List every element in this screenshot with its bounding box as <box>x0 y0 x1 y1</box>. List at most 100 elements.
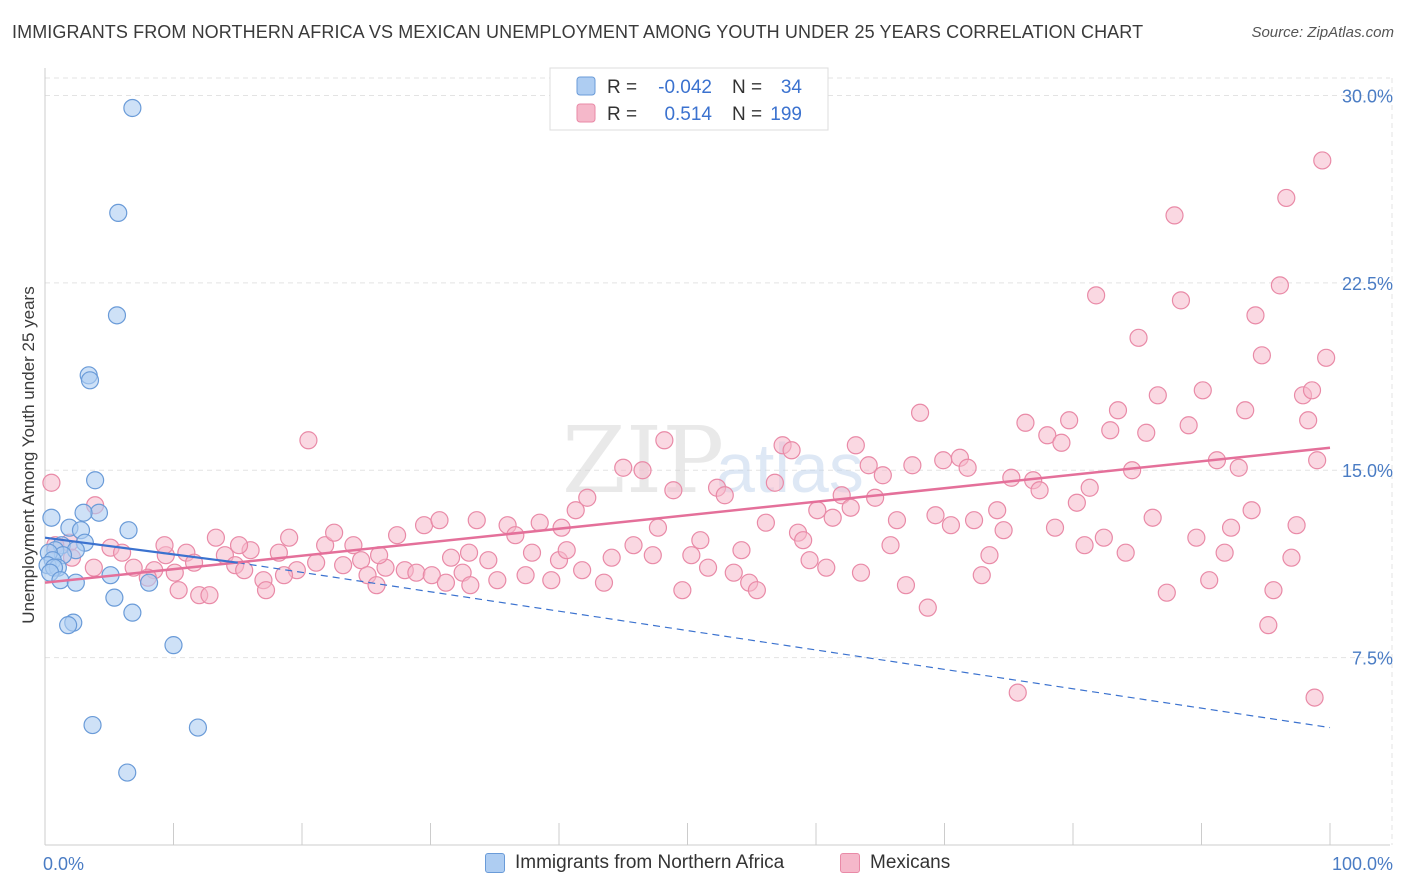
legend-swatch-immigrants <box>485 853 505 873</box>
point-mexicans <box>1229 458 1248 477</box>
point-immigrants <box>119 521 138 540</box>
point-mexicans <box>715 486 734 505</box>
point-mexicans <box>1246 306 1265 325</box>
x-tick-label: 100.0% <box>1332 854 1393 874</box>
point-mexicans <box>1030 481 1049 500</box>
point-mexicans <box>724 563 743 582</box>
point-immigrants <box>188 718 208 737</box>
point-mexicans <box>430 511 449 530</box>
point-mexicans <box>958 458 977 477</box>
point-mexicans <box>887 511 907 530</box>
point-mexicans <box>1287 516 1306 535</box>
point-mexicans <box>1308 451 1327 470</box>
point-mexicans <box>1038 426 1057 445</box>
point-mexicans <box>633 461 652 480</box>
point-mexicans <box>206 528 226 547</box>
point-mexicans <box>1045 518 1065 537</box>
point-mexicans <box>1116 543 1135 562</box>
legend-n-value-2: 199 <box>770 104 802 125</box>
point-mexicans <box>274 566 294 585</box>
point-mexicans <box>566 501 585 520</box>
point-mexicans <box>1305 688 1324 707</box>
point-mexicans <box>859 456 878 475</box>
legend-r-label-2: R = <box>607 104 637 125</box>
point-mexicans <box>1157 583 1176 602</box>
legend-item-immigrants[interactable]: Immigrants from Northern Africa <box>485 852 784 874</box>
point-mexicans <box>794 531 813 550</box>
point-mexicans <box>846 436 865 455</box>
point-mexicans <box>1264 581 1283 600</box>
point-mexicans <box>980 546 999 565</box>
point-immigrants <box>86 471 105 490</box>
point-mexicans <box>488 571 507 590</box>
point-mexicans <box>926 506 945 525</box>
point-mexicans <box>823 508 842 527</box>
point-mexicans <box>1148 386 1167 405</box>
point-immigrants <box>74 503 93 522</box>
legend-n-value-1: 34 <box>781 77 803 98</box>
point-mexicans <box>578 488 597 507</box>
point-mexicans <box>1129 328 1148 347</box>
point-mexicans <box>367 576 386 595</box>
point-mexicans <box>1242 501 1261 520</box>
point-mexicans <box>698 558 718 577</box>
point-mexicans <box>691 531 710 550</box>
point-mexicans <box>1215 543 1234 562</box>
legend-n-label-2: N = <box>732 104 762 125</box>
point-mexicans <box>941 516 961 535</box>
y-tick-label: 7.5% <box>1352 649 1393 669</box>
legend-r-value-1: -0.042 <box>658 77 712 98</box>
point-mexicans <box>910 403 930 422</box>
axes <box>44 68 1390 846</box>
point-mexicans <box>165 563 184 582</box>
point-mexicans <box>1002 468 1021 487</box>
point-mexicans <box>1317 348 1336 367</box>
legend-item-mexicans[interactable]: Mexicans <box>840 852 950 874</box>
y-tick-label: 15.0% <box>1342 461 1393 481</box>
watermark: ZIP atlas <box>562 407 864 514</box>
point-mexicans <box>229 536 249 555</box>
legend-bottom: Immigrants from Northern Africa Mexicans <box>0 852 1406 878</box>
y-axis-label: Unemployment Among Youth under 25 years <box>19 286 38 623</box>
legend-swatch-pink <box>576 103 596 123</box>
legend-r-label-1: R = <box>607 77 637 98</box>
point-mexicans <box>459 543 479 562</box>
point-mexicans <box>934 451 953 470</box>
point-mexicans <box>1187 528 1206 547</box>
point-mexicans <box>516 566 535 585</box>
point-mexicans <box>594 573 614 592</box>
point-mexicans <box>522 543 542 562</box>
point-mexicans <box>732 541 751 560</box>
point-mexicans <box>1193 381 1212 400</box>
trend-lines <box>44 446 1331 729</box>
point-mexicans <box>756 513 775 532</box>
point-mexicans <box>387 526 407 545</box>
point-mexicans <box>1270 276 1289 295</box>
point-mexicans <box>155 536 174 555</box>
point-immigrants <box>139 573 159 592</box>
point-mexicans <box>325 523 344 542</box>
point-immigrants <box>123 603 142 622</box>
point-mexicans <box>841 498 860 517</box>
point-mexicans <box>42 473 61 492</box>
point-mexicans <box>1101 421 1120 440</box>
point-mexicans <box>1075 536 1094 555</box>
point-mexicans <box>414 516 434 535</box>
point-mexicans <box>479 551 498 570</box>
point-mexicans <box>530 513 549 532</box>
chart-title: IMMIGRANTS FROM NORTHERN AFRICA VS MEXIC… <box>12 22 1144 42</box>
point-mexicans <box>461 576 480 595</box>
point-mexicans <box>1299 411 1318 430</box>
point-mexicans <box>964 511 984 530</box>
point-mexicans <box>1143 508 1162 527</box>
tick-labels: 7.5% 15.0% 22.5% 30.0% 0.0% 100.0% <box>43 86 1393 874</box>
y-tick-label: 30.0% <box>1342 86 1393 106</box>
legend-label-immigrants: Immigrants from Northern Africa <box>515 852 785 873</box>
point-mexicans <box>1137 423 1156 442</box>
point-mexicans <box>972 566 991 585</box>
point-mexicans <box>1236 401 1255 420</box>
y-tick-label: 22.5% <box>1342 274 1393 294</box>
point-mexicans <box>896 576 916 595</box>
point-immigrants <box>118 763 137 782</box>
